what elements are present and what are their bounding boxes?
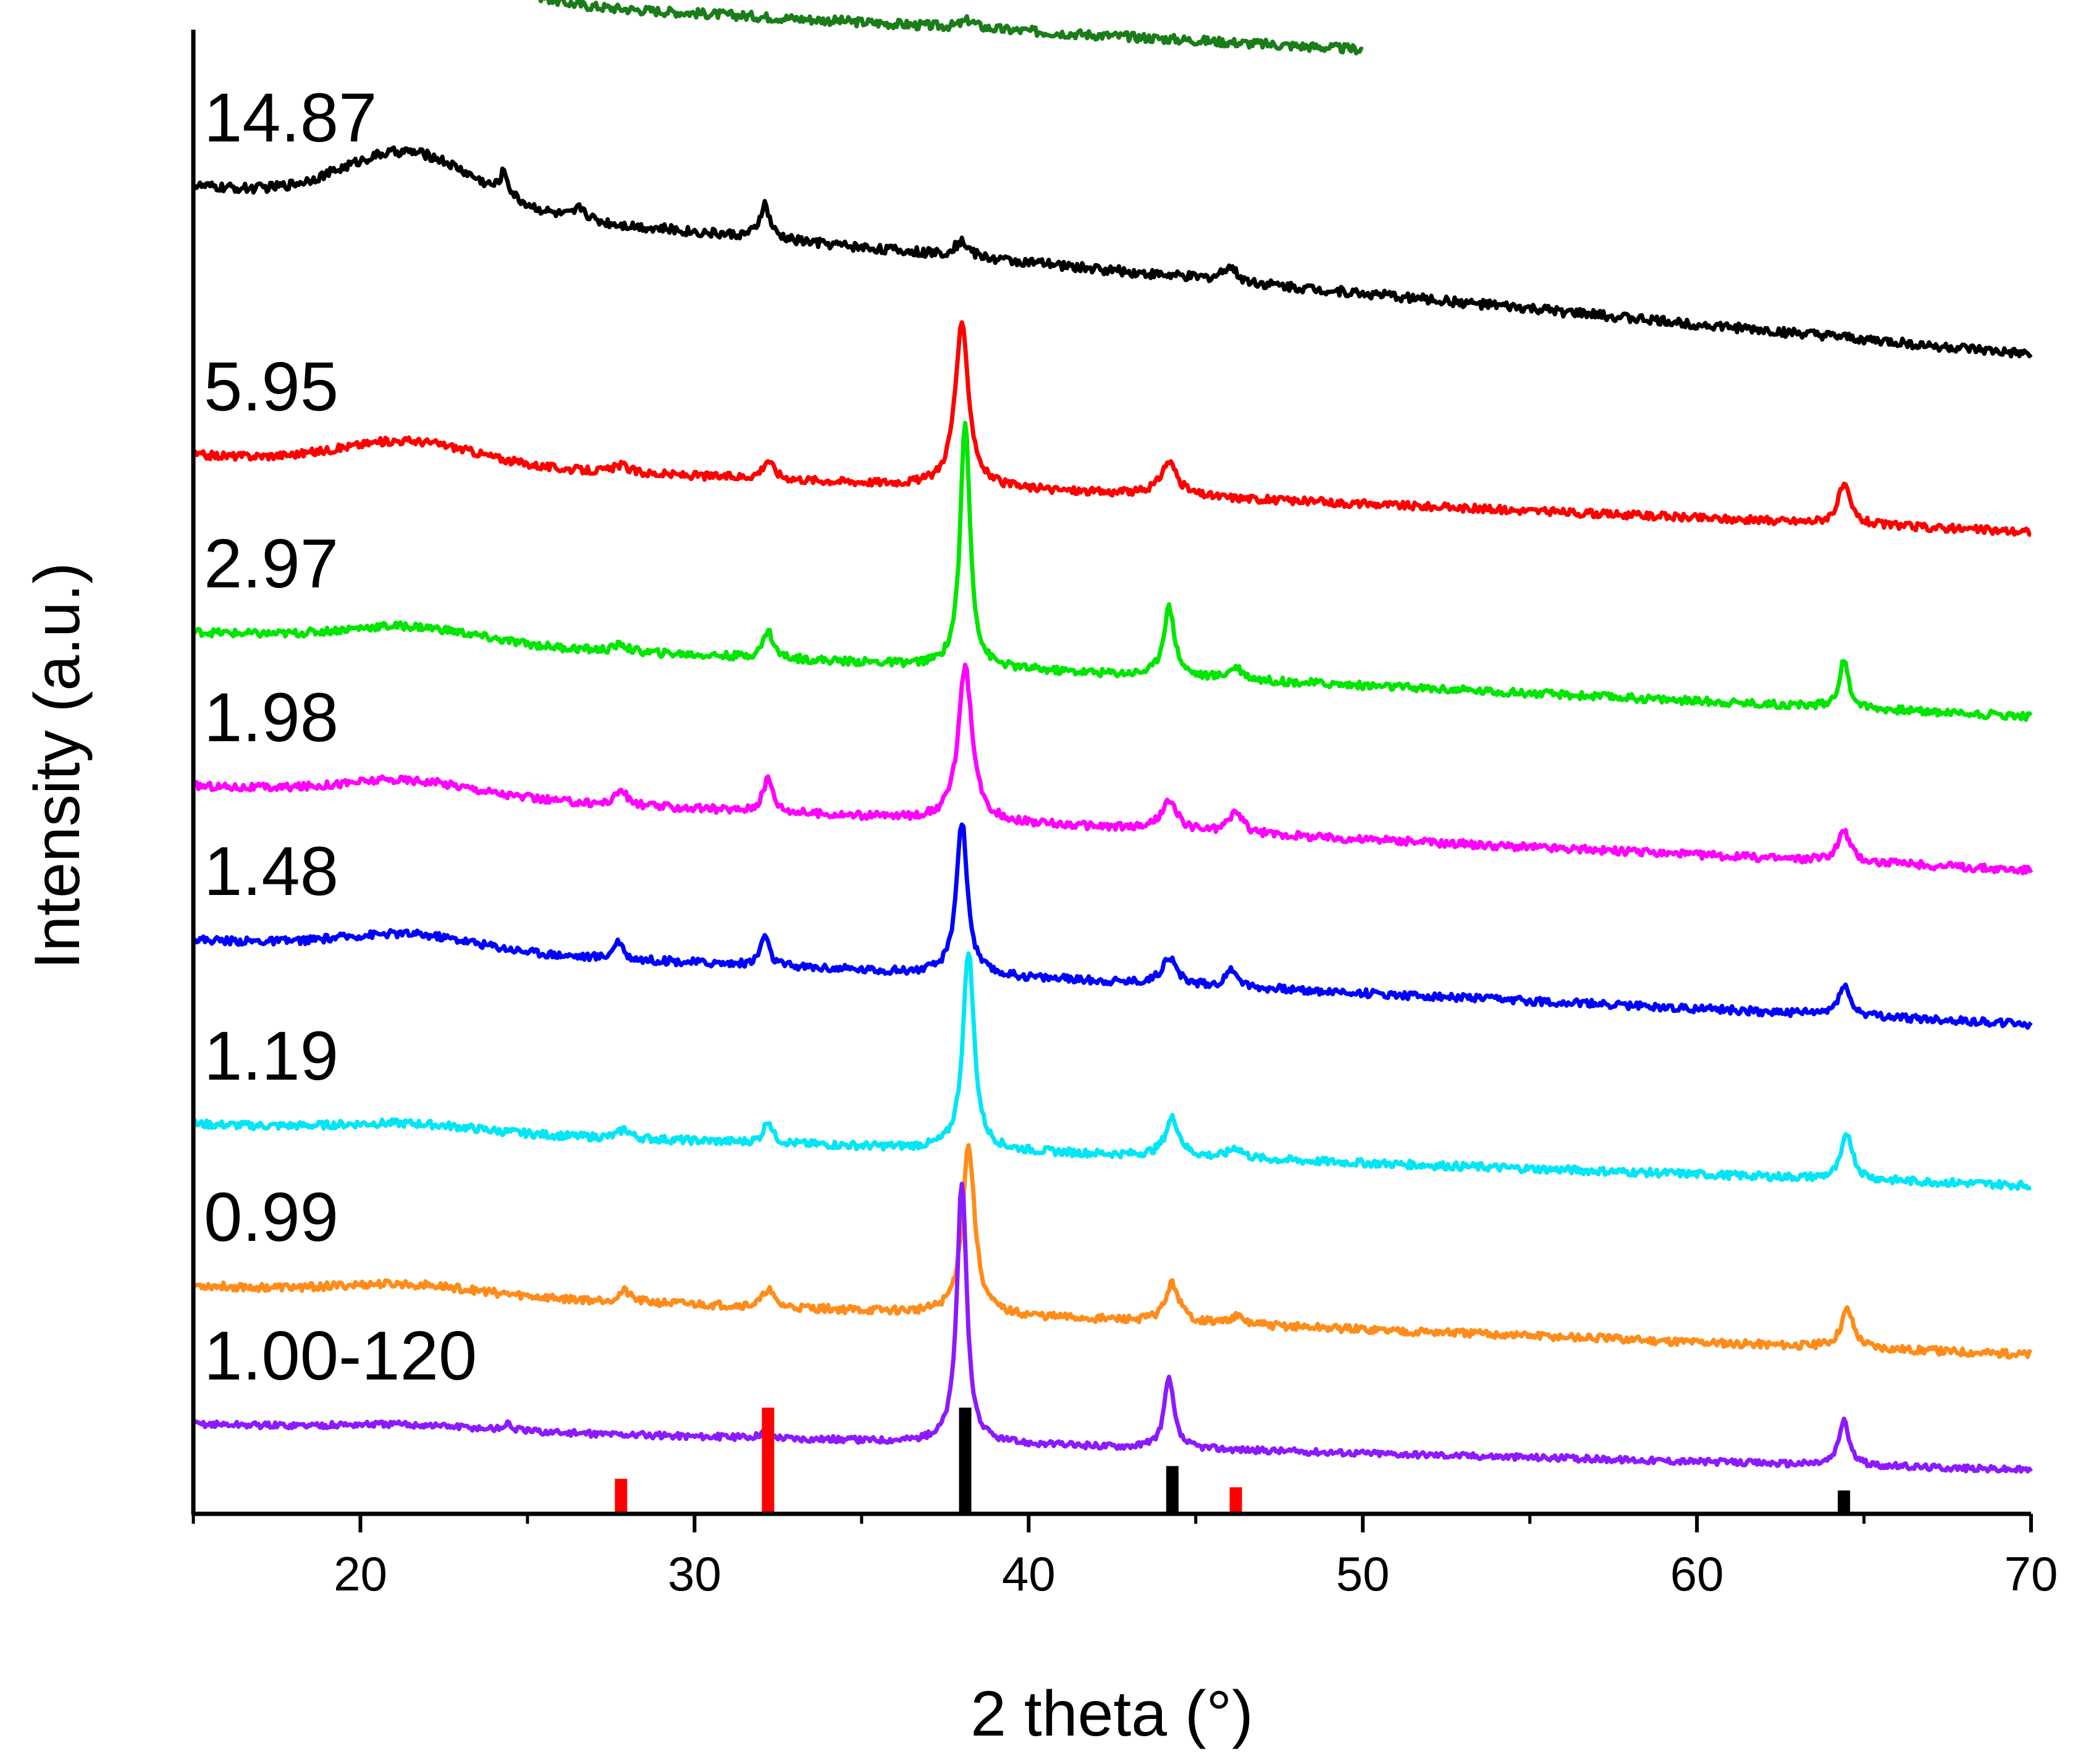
series-label-1.19: 1.19	[204, 1017, 339, 1094]
series-label-group: LEV14.875.952.971.981.481.190.991.00-120	[204, 79, 477, 1394]
trace-1.00-120	[191, 1182, 2033, 1474]
x-tick-label: 70	[2004, 1547, 2058, 1601]
x-axis-label: 2 theta (°)	[970, 1678, 1253, 1750]
series-label-1.00-120: 1.00-120	[204, 1317, 477, 1394]
trace-1.19	[191, 951, 2032, 1191]
x-tick-label: 20	[334, 1547, 387, 1601]
x-tick-group: 20 30 40 50 60 70	[191, 1514, 2058, 1601]
x-tick-label: 60	[1670, 1547, 1724, 1601]
trace-14.87	[191, 145, 2033, 359]
trace-LEV	[538, 0, 1364, 56]
reference-red-bar	[762, 1408, 775, 1514]
series-label-1.98: 1.98	[204, 679, 339, 756]
trace-0.99	[193, 1143, 2033, 1360]
reference-black-bar	[959, 1408, 972, 1514]
x-tick-label: 30	[668, 1547, 721, 1601]
reference-bar-group	[615, 1408, 1851, 1514]
trace-1.98	[192, 663, 2034, 876]
trace-5.95	[191, 320, 2032, 537]
reference-black-bar	[1166, 1466, 1179, 1514]
y-axis-label: Intensity (a.u.)	[22, 563, 93, 970]
x-tick-label: 40	[1002, 1547, 1056, 1601]
trace-2.97	[192, 421, 2033, 722]
reference-red-bar	[615, 1479, 628, 1514]
trace-1.48	[191, 822, 2033, 1030]
series-label-0.99: 0.99	[204, 1178, 339, 1256]
series-label-14.87: 14.87	[204, 79, 377, 156]
series-label-5.95: 5.95	[204, 348, 339, 426]
reference-black-bar	[1838, 1490, 1851, 1514]
series-label-1.48: 1.48	[204, 833, 339, 910]
series-label-2.97: 2.97	[204, 525, 339, 602]
reference-red-bar	[1229, 1487, 1242, 1514]
trace-group	[191, 0, 2034, 1474]
x-tick-label: 50	[1336, 1547, 1390, 1601]
